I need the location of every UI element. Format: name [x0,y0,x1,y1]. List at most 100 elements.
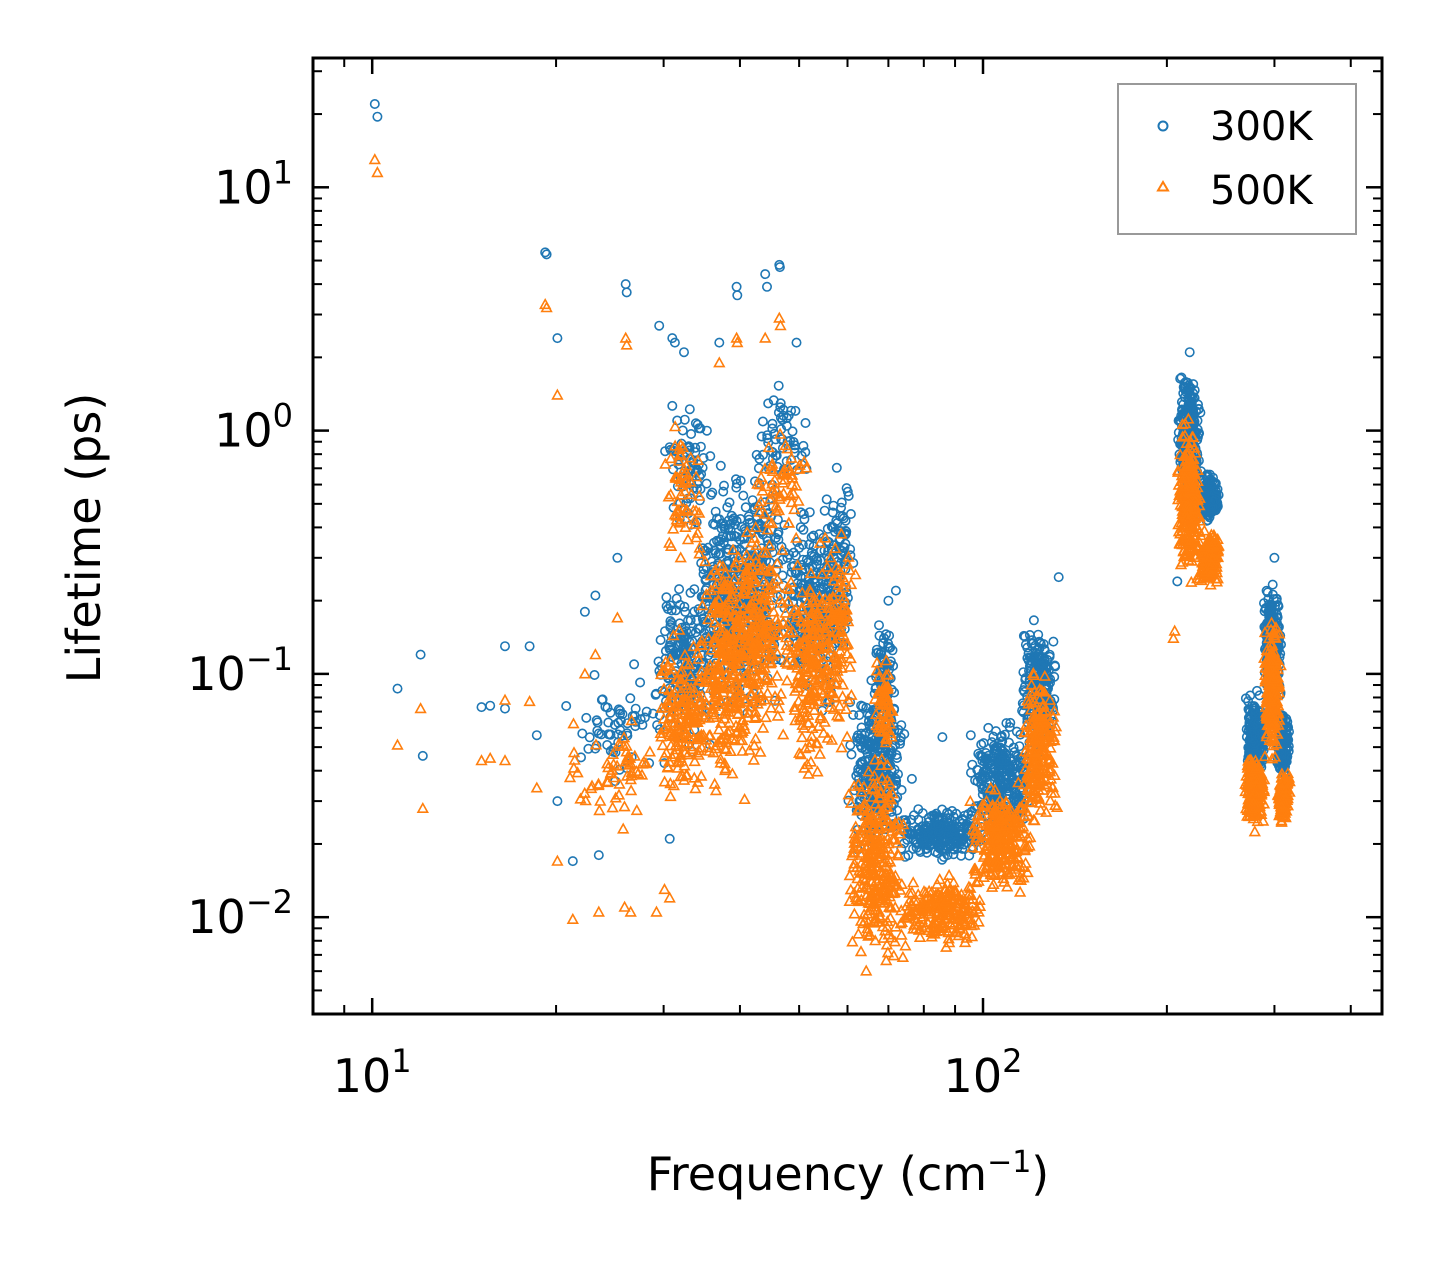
data-point-300k [1205,501,1216,512]
data-point-300k [1028,615,1039,626]
data-point-300k [679,414,690,425]
data-point-300k [637,719,648,730]
data-point-300k [933,820,944,831]
data-point-300k [1176,396,1187,407]
data-point-300k [1243,696,1254,707]
data-point-300k [988,731,999,742]
data-point-300k [886,748,897,759]
data-point-300k [679,601,690,612]
data-point-300k [836,497,847,508]
data-point-300k [923,812,934,823]
data-point-300k [856,728,867,739]
data-point-300k [664,442,675,453]
data-point-300k [744,514,755,525]
data-point-300k [635,677,646,688]
data-point-300k [766,541,777,552]
data-point-300k [942,807,953,818]
data-point-300k [722,547,733,558]
data-point-300k [615,725,626,736]
data-point-300k [597,694,608,705]
data-point-300k [661,601,672,612]
data-point-300k [843,490,854,501]
data-point-300k [854,734,865,745]
data-point-300k [773,527,784,538]
data-point-300k [767,418,778,429]
data-point-300k [715,460,726,471]
data-point-300k [709,519,720,530]
data-point-300k [667,400,678,411]
data-point-300k [674,584,685,595]
data-point-300k [821,494,832,505]
data-point-300k [1205,474,1216,485]
data-point-300k [762,430,773,441]
data-point-300k [840,515,851,526]
data-point-300k [1199,487,1210,498]
data-point-300k [990,753,1001,764]
data-point-300k [696,558,707,569]
data-point-300k [630,703,641,714]
data-point-300k [1019,681,1030,692]
data-point-300k [701,425,712,436]
data-point-300k [1024,629,1035,640]
data-point-300k [692,623,703,634]
data-point-300k [939,845,950,856]
data-point-300k [802,557,813,568]
data-point-300k [1039,643,1050,654]
data-point-300k [727,515,738,526]
data-point-300k [921,843,932,854]
data-point-300k [846,749,857,760]
data-point-300k [652,720,663,731]
data-point-300k [603,717,614,728]
data-point-300k [1018,667,1029,678]
data-point-300k [876,647,887,658]
data-point-300k [994,775,1005,786]
data-point-300k [705,451,716,462]
data-point-300k [781,420,792,431]
data-point-300k [718,486,729,497]
data-point-300k [800,417,811,428]
data-point-300k [1045,677,1056,688]
data-point-300k [650,689,661,700]
data-point-300k [790,567,801,578]
data-point-300k [996,746,1007,757]
data-point-300k [1252,685,1263,696]
data-point-300k [874,630,885,641]
data-point-300k [1240,693,1251,704]
data-point-300k [996,755,1007,766]
data-point-300k [871,648,882,659]
data-point-300k [773,380,784,391]
data-point-300k [757,416,768,427]
data-point-300k [665,619,676,630]
data-point-300k [977,751,988,762]
data-point-300k [724,497,735,508]
data-point-300k [913,824,924,835]
data-point-300k [826,521,837,532]
data-point-300k [864,737,875,748]
data-point-300k [790,405,801,416]
data-point-300k [1184,391,1195,402]
data-point-300k [635,714,646,725]
data-point-300k [788,547,799,558]
data-point-300k [885,642,896,653]
data-point-300k [1008,742,1019,753]
data-point-300k [899,728,910,739]
data-point-300k [1250,708,1261,719]
data-point-300k [914,845,925,856]
data-point-300k [674,618,685,629]
data-point-300k [1204,512,1215,523]
data-point-300k [689,584,700,595]
data-point-300k [622,718,633,729]
data-point-300k [838,542,849,553]
data-point-300k [731,478,742,489]
data-point-300k [705,489,716,500]
data-point-300k [613,704,624,715]
data-point-300k [577,728,588,739]
data-point-300k [826,544,837,555]
data-point-300k [873,620,884,631]
data-point-300k [1009,746,1020,757]
data-point-300k [1267,579,1278,590]
data-point-300k [591,715,602,726]
data-point-300k [775,402,786,413]
data-point-300k [957,843,968,854]
data-point-300k [976,739,987,750]
